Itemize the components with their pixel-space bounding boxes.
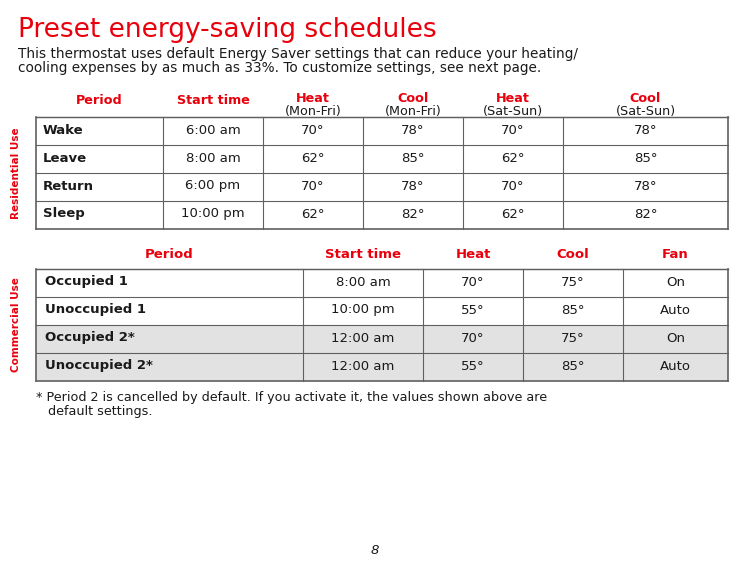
Text: Sleep: Sleep [43,207,85,220]
Text: 62°: 62° [302,151,325,164]
Text: Period: Period [146,247,194,260]
Text: 12:00 am: 12:00 am [332,359,394,372]
Text: 10:00 pm: 10:00 pm [182,207,244,220]
Text: Cool: Cool [556,247,590,260]
Text: Auto: Auto [660,303,691,316]
Text: Start time: Start time [176,93,250,106]
Text: 8:00 am: 8:00 am [186,151,240,164]
Text: 8: 8 [370,544,380,557]
Text: Unoccupied 1: Unoccupied 1 [45,303,146,316]
Text: 82°: 82° [401,207,424,220]
Text: 6:00 pm: 6:00 pm [185,180,241,193]
Bar [36,117,728,145]
Text: Heat: Heat [296,92,330,105]
Text: Return: Return [43,180,94,193]
Bar [36,297,728,325]
Text: 85°: 85° [561,303,585,316]
Bar [36,145,728,173]
Text: 75°: 75° [561,332,585,345]
Text: 70°: 70° [461,276,484,289]
Text: 85°: 85° [401,151,424,164]
Text: (Mon-Fri): (Mon-Fri) [385,105,441,118]
Text: Wake: Wake [43,124,84,137]
Text: Fan: Fan [662,247,688,260]
Text: On: On [666,332,685,345]
Text: On: On [666,276,685,289]
Text: (Sat-Sun): (Sat-Sun) [483,105,543,118]
Text: Occupied 1: Occupied 1 [45,276,128,289]
Text: 70°: 70° [302,180,325,193]
Text: This thermostat uses default Energy Saver settings that can reduce your heating/: This thermostat uses default Energy Save… [18,47,578,61]
Text: 70°: 70° [501,124,525,137]
Text: 70°: 70° [302,124,325,137]
Text: Heat: Heat [496,92,530,105]
Text: Cool: Cool [630,92,662,105]
Bar [36,201,728,229]
Bar [36,173,728,201]
Text: (Mon-Fri): (Mon-Fri) [285,105,341,118]
Text: 78°: 78° [401,124,424,137]
Text: 75°: 75° [561,276,585,289]
Text: Period: Period [76,93,123,106]
Bar [36,353,728,381]
Text: Auto: Auto [660,359,691,372]
Text: 70°: 70° [461,332,484,345]
Text: Start time: Start time [325,247,401,260]
Text: 12:00 am: 12:00 am [332,332,394,345]
Text: Cool: Cool [398,92,429,105]
Text: Residential Use: Residential Use [11,127,21,219]
Text: Unoccupied 2*: Unoccupied 2* [45,359,153,372]
Text: 55°: 55° [461,303,484,316]
Text: 62°: 62° [501,151,525,164]
Text: 85°: 85° [634,151,657,164]
Text: Heat: Heat [455,247,490,260]
Text: (Sat-Sun): (Sat-Sun) [616,105,676,118]
Text: * Period 2 is cancelled by default. If you activate it, the values shown above a: * Period 2 is cancelled by default. If y… [36,391,547,404]
Text: Commercial Use: Commercial Use [11,277,21,372]
Text: 78°: 78° [634,124,657,137]
Text: cooling expenses by as much as 33%. To customize settings, see next page.: cooling expenses by as much as 33%. To c… [18,61,542,75]
Text: 10:00 pm: 10:00 pm [332,303,394,316]
Text: Leave: Leave [43,151,87,164]
Text: 70°: 70° [501,180,525,193]
Bar [36,325,728,353]
Text: 78°: 78° [401,180,424,193]
Text: 85°: 85° [561,359,585,372]
Text: 8:00 am: 8:00 am [336,276,390,289]
Text: 82°: 82° [634,207,657,220]
Text: Preset energy-saving schedules: Preset energy-saving schedules [18,17,436,43]
Bar [36,269,728,297]
Text: Occupied 2*: Occupied 2* [45,332,135,345]
Text: 62°: 62° [302,207,325,220]
Text: 62°: 62° [501,207,525,220]
Text: 78°: 78° [634,180,657,193]
Text: default settings.: default settings. [36,405,152,418]
Text: 6:00 am: 6:00 am [186,124,240,137]
Text: 55°: 55° [461,359,484,372]
